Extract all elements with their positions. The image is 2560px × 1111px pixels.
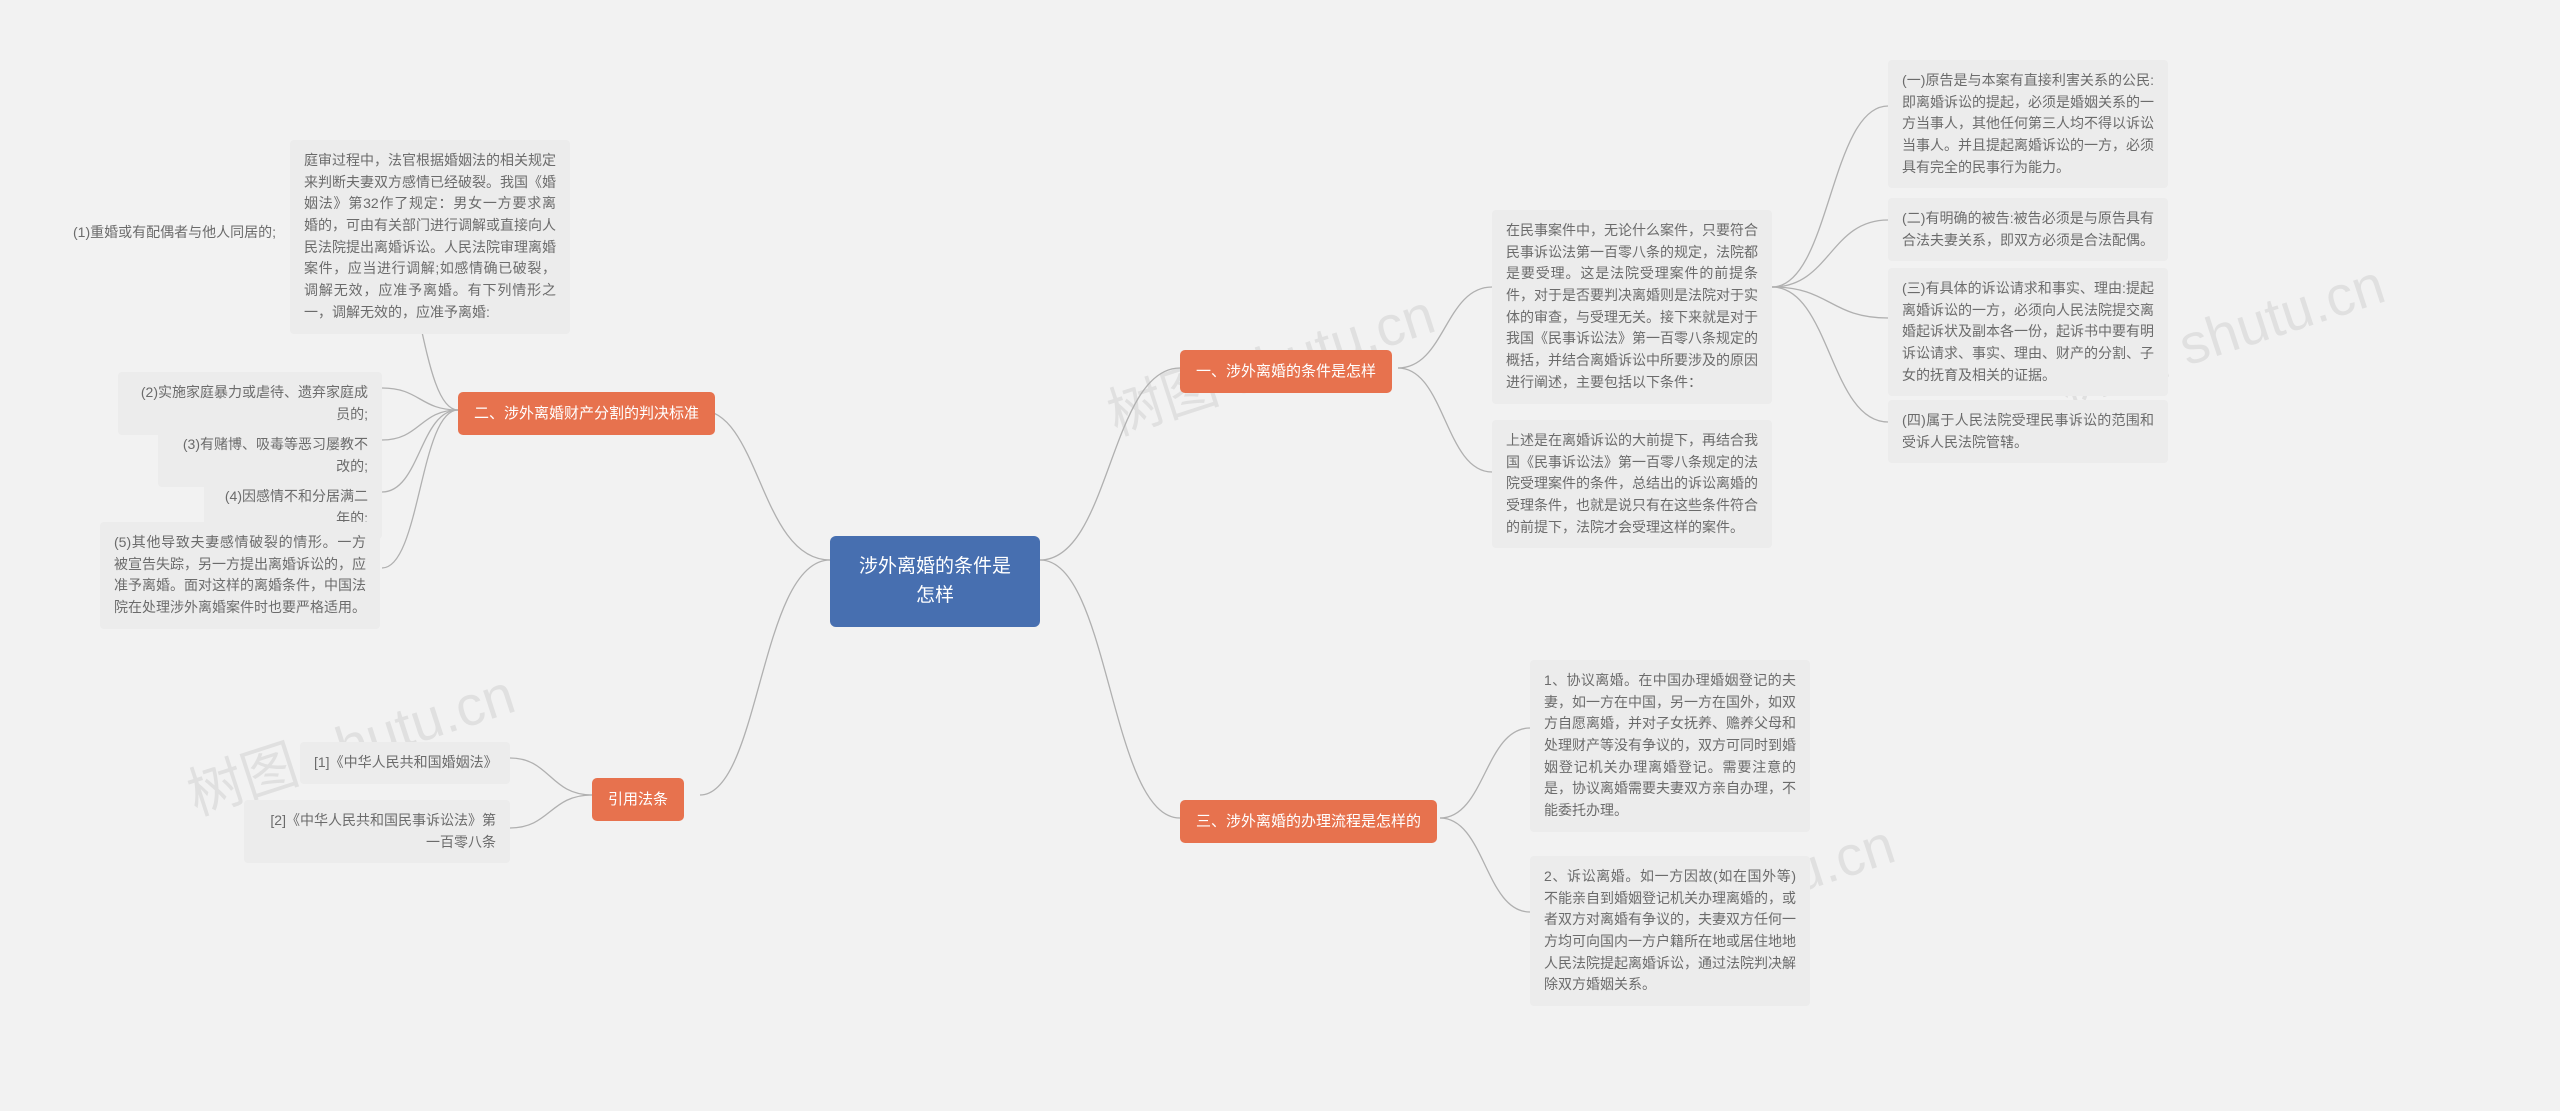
b2-n5: (5)其他导致夫妻感情破裂的情形。一方被宣告失踪，另一方提出离婚诉讼的，应准予离… <box>100 522 380 629</box>
b2-n1: 庭审过程中，法官根据婚姻法的相关规定来判断夫妻双方感情已经破裂。我国《婚姻法》第… <box>290 140 570 334</box>
b1-n1-sub3: (三)有具体的诉讼请求和事实、理由:提起离婚诉讼的一方，必须向人民法院提交离婚起… <box>1888 268 2168 396</box>
b1-n1-sub2: (二)有明确的被告:被告必须是与原告具有合法夫妻关系，即双方必须是合法配偶。 <box>1888 198 2168 261</box>
b1-n1-sub1: (一)原告是与本案有直接利害关系的公民:即离婚诉讼的提起，必须是婚姻关系的一方当… <box>1888 60 2168 188</box>
root-node: 涉外离婚的条件是怎样 <box>830 536 1040 627</box>
b1-n1-sub4: (四)属于人民法院受理民事诉讼的范围和受诉人民法院管辖。 <box>1888 400 2168 463</box>
b3-n2: 2、诉讼离婚。如一方因故(如在国外等)不能亲自到婚姻登记机关办理离婚的，或者双方… <box>1530 856 1810 1006</box>
branch-1: 一、涉外离婚的条件是怎样 <box>1180 350 1392 393</box>
branch-3: 三、涉外离婚的办理流程是怎样的 <box>1180 800 1437 843</box>
b1-n1: 在民事案件中，无论什么案件，只要符合民事诉讼法第一百零八条的规定，法院都是要受理… <box>1492 210 1772 404</box>
branch-2: 二、涉外离婚财产分割的判决标准 <box>458 392 715 435</box>
b1-n2: 上述是在离婚诉讼的大前提下，再结合我国《民事诉讼法》第一百零八条规定的法院受理案… <box>1492 420 1772 548</box>
branch-4: 引用法条 <box>592 778 684 821</box>
b4-n1: [1]《中华人民共和国婚姻法》 <box>300 742 510 784</box>
b4-n2: [2]《中华人民共和国民事诉讼法》第一百零八条 <box>244 800 510 863</box>
b3-n1: 1、协议离婚。在中国办理婚姻登记的夫妻，如一方在中国，另一方在国外，如双方自愿离… <box>1530 660 1810 832</box>
b2-n1-prefix: (1)重婚或有配偶者与他人同居的; <box>60 218 280 248</box>
